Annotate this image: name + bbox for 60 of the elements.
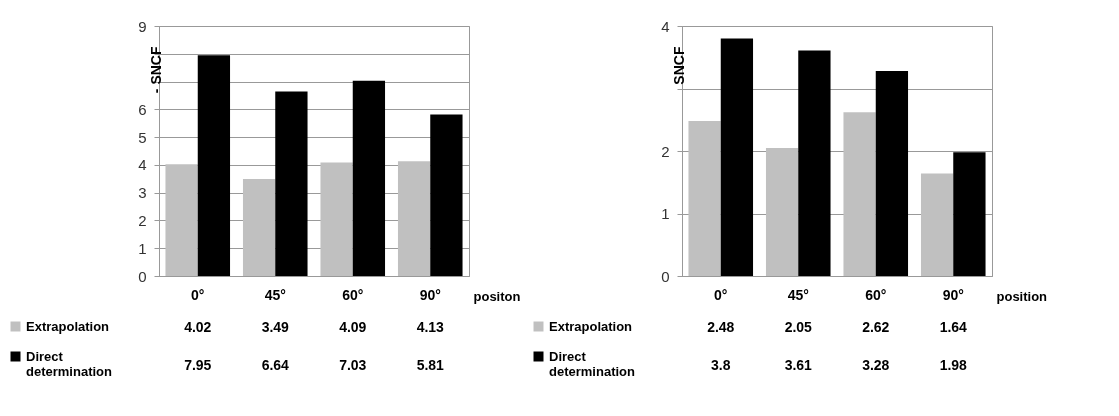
y-tick-label: 2 bbox=[138, 211, 147, 229]
data-label: 2.05 bbox=[784, 319, 813, 335]
y-tick-label: 0 bbox=[661, 267, 670, 285]
data-label: 4.02 bbox=[184, 319, 212, 335]
data-label: 2.62 bbox=[862, 319, 890, 335]
data-label: 3.8 bbox=[711, 357, 731, 373]
y-tick-label: 2 bbox=[661, 142, 670, 160]
y-tick-label: 4 bbox=[138, 156, 147, 174]
x-tick-label: 0° bbox=[714, 286, 728, 303]
y-tick-label: 1 bbox=[138, 239, 147, 257]
x-tick-label: 0° bbox=[191, 286, 205, 303]
x-tick-label: 90° bbox=[942, 286, 964, 303]
bar bbox=[275, 91, 308, 276]
bar bbox=[397, 161, 431, 276]
x-tick-label: 90° bbox=[419, 286, 441, 303]
y-tick-label: 5 bbox=[138, 128, 147, 146]
x-axis-title: positon bbox=[473, 288, 521, 304]
bar bbox=[197, 55, 231, 276]
data-label: 7.03 bbox=[339, 357, 367, 373]
bar bbox=[720, 38, 754, 276]
bar bbox=[688, 121, 721, 276]
x-tick-label: 60° bbox=[342, 286, 364, 303]
data-label: 2.48 bbox=[707, 319, 735, 335]
legend-label: Direct determination bbox=[26, 348, 113, 379]
bar bbox=[320, 162, 353, 276]
data-label: 7.95 bbox=[184, 357, 212, 373]
data-label: 4.09 bbox=[339, 319, 367, 335]
x-axis-title: position bbox=[996, 288, 1048, 304]
bar bbox=[953, 152, 986, 276]
bar bbox=[165, 164, 198, 276]
legend-label: Extrapolation bbox=[549, 318, 633, 334]
x-tick-label: 45° bbox=[787, 286, 809, 303]
data-label: 1.98 bbox=[939, 357, 968, 373]
bar bbox=[875, 71, 909, 276]
y-axis-title: SNCF bbox=[670, 46, 687, 85]
y-tick-label: 0 bbox=[138, 267, 147, 285]
data-label: 4.13 bbox=[416, 319, 445, 335]
x-tick-label: 60° bbox=[865, 286, 887, 303]
bar bbox=[920, 173, 954, 276]
bar bbox=[352, 80, 386, 276]
data-label: 6.64 bbox=[261, 357, 290, 373]
y-axis-title: - SNCF bbox=[147, 46, 164, 94]
data-label: 5.81 bbox=[416, 357, 445, 373]
bar bbox=[430, 114, 463, 276]
bar bbox=[765, 147, 799, 276]
legend-label: Direct determination bbox=[549, 348, 636, 379]
y-tick-label: 4 bbox=[661, 17, 670, 35]
x-tick-label: 45° bbox=[264, 286, 286, 303]
bar bbox=[798, 50, 831, 276]
y-tick-label: 3 bbox=[138, 184, 147, 202]
legend-label: Extrapolation bbox=[26, 318, 110, 334]
data-label: 3.61 bbox=[784, 357, 813, 373]
data-label: 1.64 bbox=[939, 319, 968, 335]
y-tick-label: 1 bbox=[661, 205, 670, 222]
bar bbox=[843, 112, 876, 276]
data-label: 3.28 bbox=[862, 357, 890, 373]
y-tick-label: 9 bbox=[138, 17, 147, 35]
y-tick-label: 6 bbox=[138, 100, 147, 118]
bar bbox=[242, 179, 276, 276]
data-label: 3.49 bbox=[261, 319, 290, 335]
